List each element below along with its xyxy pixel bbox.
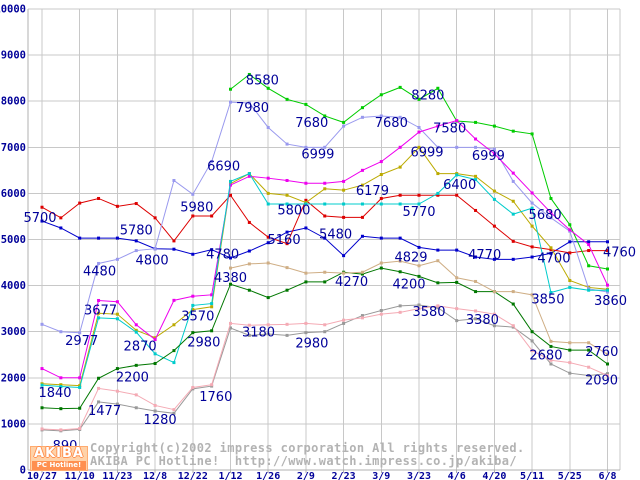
series-green xyxy=(229,72,609,271)
svg-text:890: 890 xyxy=(53,439,78,454)
svg-text:5680: 5680 xyxy=(529,208,562,223)
svg-text:4760: 4760 xyxy=(603,246,636,261)
svg-text:2980: 2980 xyxy=(295,337,328,352)
svg-text:6400: 6400 xyxy=(443,178,476,193)
series-gray xyxy=(40,303,609,433)
svg-text:5/25: 5/25 xyxy=(558,471,582,480)
svg-text:6999: 6999 xyxy=(410,145,443,160)
svg-text:9000: 9000 xyxy=(1,50,26,62)
series-pink xyxy=(40,304,609,432)
svg-text:4/6: 4/6 xyxy=(448,471,466,480)
svg-text:2000: 2000 xyxy=(1,372,26,384)
svg-text:5770: 5770 xyxy=(402,205,435,220)
svg-text:1/26: 1/26 xyxy=(256,471,280,480)
svg-text:4380: 4380 xyxy=(214,271,247,286)
svg-text:2980: 2980 xyxy=(187,336,220,351)
svg-text:4/20: 4/20 xyxy=(482,471,506,480)
svg-text:2760: 2760 xyxy=(585,345,618,360)
svg-text:11/23: 11/23 xyxy=(102,471,132,480)
svg-text:3580: 3580 xyxy=(412,305,445,320)
svg-text:5160: 5160 xyxy=(268,233,301,248)
svg-text:8280: 8280 xyxy=(411,88,444,103)
svg-text:11/10: 11/10 xyxy=(65,471,95,480)
svg-text:6690: 6690 xyxy=(207,160,240,175)
svg-text:4200: 4200 xyxy=(392,277,425,292)
svg-text:5800: 5800 xyxy=(277,204,310,219)
svg-text:2/23: 2/23 xyxy=(332,471,356,480)
series-tan xyxy=(229,259,609,356)
svg-text:3000: 3000 xyxy=(1,326,26,338)
svg-text:6999: 6999 xyxy=(301,147,334,162)
svg-text:3180: 3180 xyxy=(242,325,275,340)
svg-text:6000: 6000 xyxy=(1,188,26,200)
svg-text:0: 0 xyxy=(20,465,26,477)
svg-text:4270: 4270 xyxy=(335,275,368,290)
svg-text:12/8: 12/8 xyxy=(143,471,167,480)
svg-text:8580: 8580 xyxy=(246,73,279,88)
svg-text:1000: 1000 xyxy=(1,418,26,430)
svg-text:7680: 7680 xyxy=(295,116,328,131)
svg-text:7000: 7000 xyxy=(1,142,26,154)
svg-text:10000: 10000 xyxy=(0,4,26,16)
svg-text:3570: 3570 xyxy=(181,309,214,324)
svg-text:2200: 2200 xyxy=(116,371,149,386)
svg-text:4700: 4700 xyxy=(537,251,570,266)
svg-text:5980: 5980 xyxy=(180,200,213,215)
svg-text:3850: 3850 xyxy=(531,293,564,308)
svg-text:2680: 2680 xyxy=(529,348,562,363)
svg-text:6/8: 6/8 xyxy=(598,471,616,480)
series-darkgreen xyxy=(40,266,609,411)
svg-text:3677: 3677 xyxy=(84,303,117,318)
svg-text:1/12: 1/12 xyxy=(218,471,242,480)
series-blue xyxy=(40,219,609,261)
svg-text:2870: 2870 xyxy=(124,340,157,355)
svg-text:8000: 8000 xyxy=(1,96,26,108)
svg-text:4829: 4829 xyxy=(394,250,427,265)
svg-text:1760: 1760 xyxy=(199,390,232,405)
svg-text:4000: 4000 xyxy=(1,280,26,292)
svg-text:5700: 5700 xyxy=(23,211,56,226)
svg-text:7680: 7680 xyxy=(375,116,408,131)
svg-text:5780: 5780 xyxy=(120,224,153,239)
svg-text:5/11: 5/11 xyxy=(520,471,544,480)
svg-text:1477: 1477 xyxy=(88,404,121,419)
svg-text:2977: 2977 xyxy=(65,334,98,349)
series-periwinkle xyxy=(40,100,609,335)
svg-text:10/27: 10/27 xyxy=(27,471,57,480)
svg-text:3860: 3860 xyxy=(594,294,627,309)
svg-text:6179: 6179 xyxy=(356,184,389,199)
svg-text:5480: 5480 xyxy=(319,227,352,242)
svg-text:3/9: 3/9 xyxy=(372,471,390,480)
series-red xyxy=(40,193,609,255)
svg-text:4780: 4780 xyxy=(206,248,239,263)
svg-text:2090: 2090 xyxy=(585,374,618,389)
svg-text:5000: 5000 xyxy=(1,234,26,246)
svg-text:3/23: 3/23 xyxy=(407,471,431,480)
svg-text:1280: 1280 xyxy=(144,413,177,428)
svg-text:4770: 4770 xyxy=(468,248,501,263)
svg-text:1840: 1840 xyxy=(38,386,71,401)
series-cyan xyxy=(40,172,609,389)
series-magenta xyxy=(40,119,609,380)
svg-text:2/9: 2/9 xyxy=(297,471,315,480)
svg-text:6999: 6999 xyxy=(472,149,505,164)
svg-text:12/22: 12/22 xyxy=(178,471,208,480)
svg-text:4480: 4480 xyxy=(83,264,116,279)
svg-text:7580: 7580 xyxy=(433,122,466,137)
svg-text:3380: 3380 xyxy=(466,313,499,328)
svg-text:7980: 7980 xyxy=(236,101,269,116)
svg-text:4800: 4800 xyxy=(136,254,169,269)
